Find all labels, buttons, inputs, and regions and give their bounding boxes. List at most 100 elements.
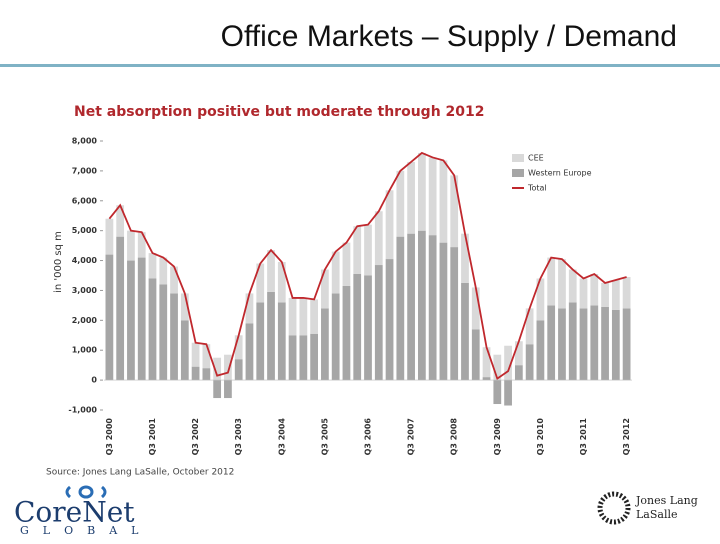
y-tick-label: 5,000 — [72, 226, 98, 235]
bar — [407, 233, 415, 381]
bar — [288, 335, 297, 381]
bar — [428, 157, 437, 236]
legend-label: CEE — [528, 154, 544, 163]
bar — [482, 347, 491, 378]
logo-subtext: GLOBAL — [20, 524, 152, 537]
bar — [191, 366, 200, 381]
bar — [504, 345, 512, 381]
slide-title: Office Markets – Supply / Demand — [221, 20, 677, 53]
bar — [601, 282, 609, 307]
y-tick-label: 1,000 — [72, 346, 98, 355]
bar — [568, 302, 577, 381]
bar — [213, 357, 222, 381]
bar — [224, 354, 232, 381]
bar — [568, 269, 577, 303]
title-rule — [0, 64, 720, 67]
bar — [622, 276, 631, 309]
bar — [299, 297, 308, 336]
x-tick-label: Q3 2004 — [277, 418, 286, 456]
bar — [579, 308, 588, 381]
bar — [471, 329, 480, 381]
bar — [364, 224, 372, 276]
bar — [105, 254, 114, 381]
bar — [514, 365, 523, 381]
x-tick-label: Q3 2008 — [450, 418, 459, 456]
y-tick-label: 4,000 — [72, 256, 98, 265]
bar — [525, 344, 534, 381]
bar — [127, 260, 135, 381]
bar — [396, 236, 405, 381]
bar — [116, 236, 125, 381]
x-tick-label: Q3 2007 — [407, 418, 416, 455]
bar — [439, 242, 448, 381]
bar — [461, 282, 469, 381]
bar — [256, 263, 265, 303]
bar — [180, 293, 189, 321]
bar — [428, 235, 437, 381]
bar — [471, 287, 480, 330]
bar — [558, 308, 566, 381]
bar — [299, 335, 308, 381]
legend-label: Western Europe — [528, 169, 592, 178]
bar — [224, 380, 232, 399]
y-tick-label: 2,000 — [72, 316, 98, 325]
bar — [450, 247, 459, 381]
y-tick-label: 8,000 — [72, 137, 98, 146]
bar — [267, 250, 275, 292]
x-tick-label: Q3 2002 — [191, 418, 200, 455]
bar — [148, 253, 157, 279]
bar — [364, 275, 372, 381]
bar — [213, 380, 222, 399]
bar — [310, 299, 319, 334]
bar — [342, 285, 351, 381]
bar — [385, 259, 394, 381]
bar — [590, 274, 599, 306]
bar — [267, 291, 275, 381]
x-tick-label: Q3 2006 — [364, 418, 373, 456]
bar — [353, 226, 362, 275]
bar — [234, 359, 243, 381]
bar — [148, 278, 157, 381]
bar — [245, 323, 254, 381]
bar — [170, 266, 178, 294]
x-tick-label: Q3 2001 — [148, 418, 157, 456]
bar — [450, 175, 459, 248]
bar — [116, 205, 125, 237]
bar — [310, 333, 319, 381]
logo-mark — [65, 485, 107, 499]
bar — [385, 190, 394, 260]
y-tick-label: 3,000 — [72, 286, 98, 295]
bar — [590, 305, 599, 381]
bar — [536, 278, 545, 321]
logo-text: LaSalle — [636, 508, 678, 521]
bar — [396, 170, 405, 237]
bar — [525, 308, 534, 345]
bar — [159, 257, 168, 285]
bar — [137, 257, 146, 381]
bar — [374, 265, 383, 381]
bar — [277, 302, 286, 381]
bar — [504, 380, 512, 406]
bar — [493, 380, 502, 405]
bar — [245, 293, 254, 324]
bar — [493, 354, 502, 381]
bar — [353, 274, 362, 381]
bar — [180, 320, 189, 381]
bar — [417, 230, 426, 381]
x-tick-label: Q3 2000 — [105, 418, 114, 456]
bar — [417, 152, 426, 231]
x-tick-label: Q3 2010 — [536, 418, 545, 456]
legend-swatch — [512, 154, 524, 162]
bar — [191, 342, 200, 367]
bar — [137, 232, 146, 258]
bar — [170, 293, 178, 381]
logo-mark — [78, 485, 94, 499]
line-series — [108, 151, 627, 381]
bar — [342, 242, 351, 286]
bar — [482, 377, 491, 381]
bar — [547, 257, 556, 306]
bar — [234, 335, 243, 360]
bar — [105, 218, 114, 255]
plot: -1,000 0 1,000 2,000 3,000 4,000 5,000 6,000 7,0… — [68, 137, 632, 456]
y-tick-label: -1,000 — [68, 406, 97, 415]
